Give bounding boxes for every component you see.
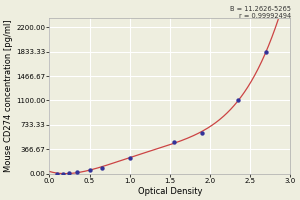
Point	[99, 166, 104, 169]
Point	[87, 169, 92, 172]
Y-axis label: Mouse CD274 concentration [pg/ml]: Mouse CD274 concentration [pg/ml]	[4, 20, 13, 172]
Point	[127, 157, 132, 160]
Point	[264, 50, 268, 53]
Point	[61, 172, 66, 175]
Point	[75, 170, 80, 173]
Point	[171, 140, 176, 143]
Point	[55, 172, 60, 175]
Point	[236, 99, 240, 102]
Text: B = 11.2626-5265
r = 0.99992494: B = 11.2626-5265 r = 0.99992494	[230, 6, 291, 19]
Point	[67, 171, 72, 174]
Point	[200, 131, 204, 134]
X-axis label: Optical Density: Optical Density	[137, 187, 202, 196]
